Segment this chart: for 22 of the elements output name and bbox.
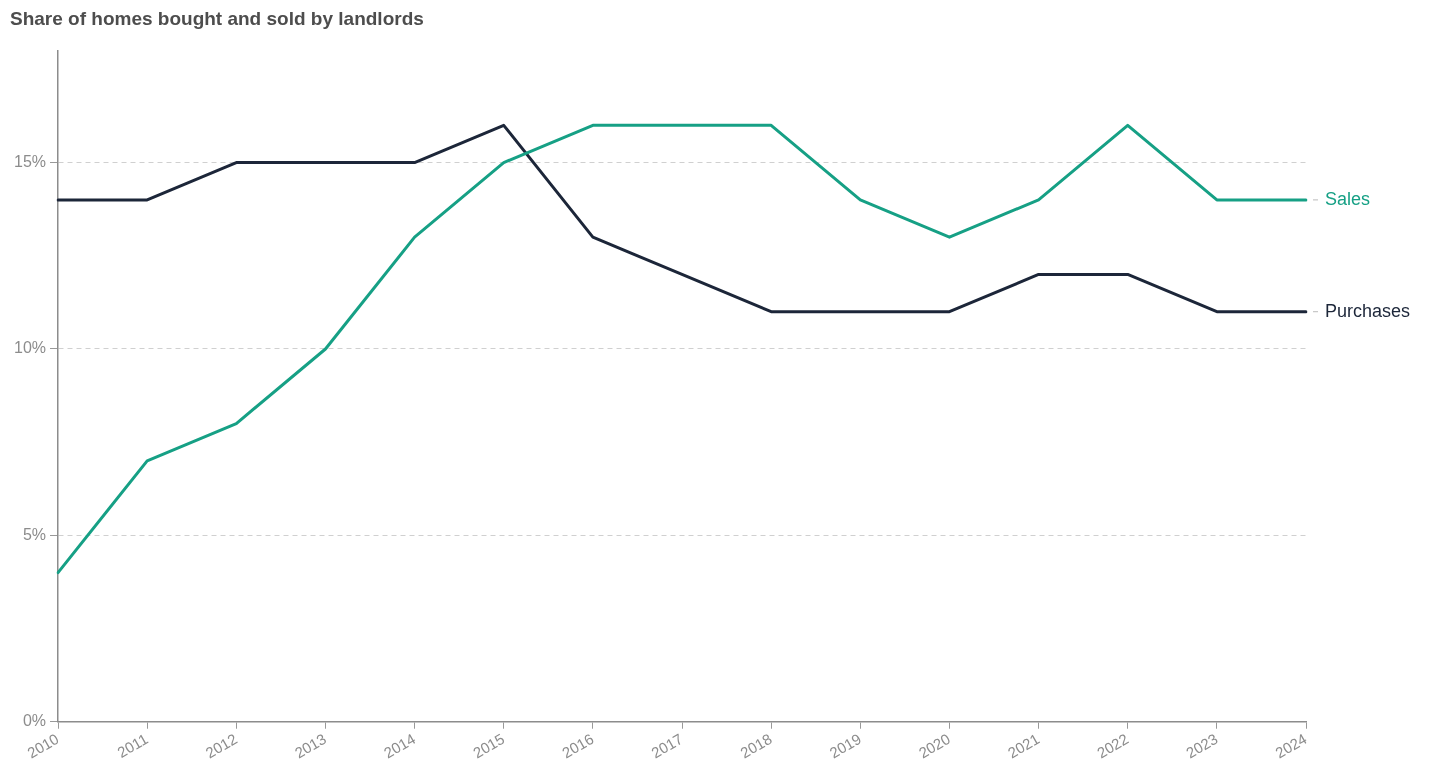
x-tick-label: 2016 <box>559 729 597 762</box>
x-tick-label: 2018 <box>737 729 775 762</box>
x-tick-label: 2017 <box>648 729 686 762</box>
x-tick-label: 2022 <box>1093 729 1132 762</box>
x-tick-label: 2014 <box>380 729 419 762</box>
y-tick-label: 15% <box>13 153 47 171</box>
x-tick-label: 2013 <box>291 729 330 762</box>
x-tick-label: 2012 <box>202 729 240 762</box>
y-tick-label: 0% <box>22 712 47 730</box>
series-label: Purchases <box>1325 300 1411 321</box>
series-label: Sales <box>1325 188 1371 209</box>
x-tick-label: 2011 <box>114 729 151 761</box>
x-tick-label: 2021 <box>1004 729 1043 762</box>
x-tick-label: 2020 <box>915 729 954 762</box>
x-tick-label: 2010 <box>24 729 62 762</box>
x-tick-label: 2019 <box>826 729 864 762</box>
y-tick-label: 10% <box>13 339 47 357</box>
x-tick-label: 2023 <box>1183 729 1221 762</box>
y-tick-label: 5% <box>22 525 47 543</box>
x-tick-label: 2024 <box>1272 729 1310 762</box>
chart-title: Share of homes bought and sold by landlords <box>10 7 424 29</box>
x-tick-label: 2015 <box>469 729 508 762</box>
